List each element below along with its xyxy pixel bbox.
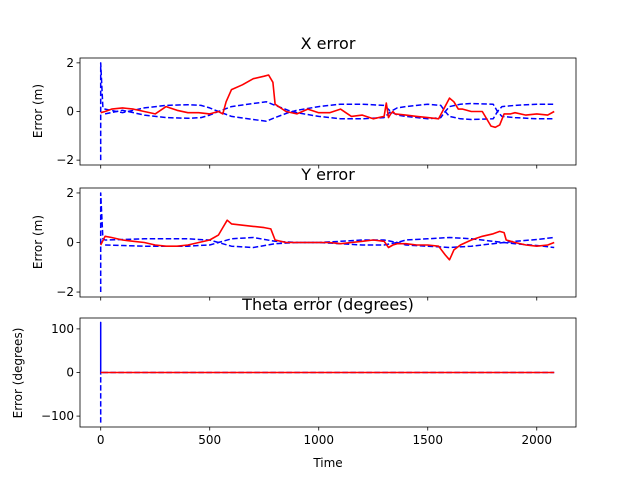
error-series-line — [99, 219, 555, 261]
theta-error-title: Theta error (degrees) — [241, 295, 414, 314]
y-tick-label: 0 — [66, 236, 74, 250]
y-error-plot: 2 0 −2 — [56, 186, 577, 301]
x-tick-label: 0 — [97, 433, 105, 447]
y-tick-label: 0 — [66, 105, 74, 119]
y-tick-label: −2 — [56, 153, 74, 167]
x-tick-label: 1500 — [412, 433, 443, 447]
theta-error-plot: 1000−1000 500 1000 1500 2000 — [41, 317, 577, 447]
series-group — [99, 62, 555, 161]
series-group — [99, 321, 555, 423]
x-error-plot: 2 0 −2 — [56, 56, 577, 169]
error-series-line — [100, 74, 555, 129]
theta-error-ylabel: Error (degrees) — [11, 328, 25, 419]
series-group — [99, 192, 555, 292]
x-error-title: X error — [301, 34, 356, 53]
y-tick-label: −100 — [41, 409, 74, 423]
x-tick-label: 1000 — [303, 433, 334, 447]
y-tick-label: −2 — [56, 285, 74, 299]
y-tick-label: 100 — [51, 322, 74, 336]
x-tick-label: 500 — [198, 433, 221, 447]
x-axis-label: Time — [312, 456, 342, 470]
bound-series-line — [99, 62, 555, 161]
x-error-ylabel: Error (m) — [31, 84, 45, 138]
y-error-ylabel: Error (m) — [31, 215, 45, 269]
y-tick-label: 2 — [66, 186, 74, 200]
x-tick-label: 2000 — [521, 433, 552, 447]
y-tick-label: 2 — [66, 56, 74, 70]
y-error-title: Y error — [300, 165, 355, 184]
y-tick-label: 0 — [66, 366, 74, 380]
